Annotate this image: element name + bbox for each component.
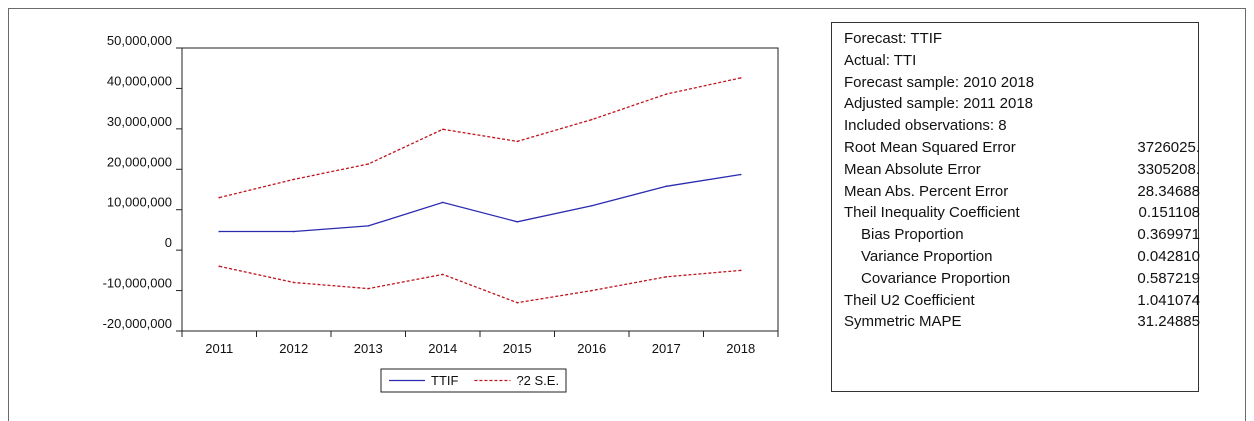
data-point [292, 281, 295, 284]
stat-row: Variance Proportion 0.042810 [844, 246, 1200, 268]
stat-value [1114, 72, 1200, 94]
data-point [739, 269, 742, 272]
series-line-ttif [219, 173, 741, 233]
stat-row: Forecast sample: 2010 2018 [844, 72, 1198, 94]
x-tick-label: 2016 [577, 341, 606, 356]
stat-value [1114, 50, 1200, 72]
stat-label: Forecast sample: 2010 2018 [844, 73, 1035, 91]
y-tick-label: -10,000,000 [103, 276, 172, 291]
stat-row: Covariance Proportion 0.587219 [844, 268, 1200, 290]
forecast-line-chart: 50,000,000 40,000,000 30,000,000 20,000,000… [103, 33, 779, 393]
x-tick-label: 2018 [726, 341, 755, 356]
stat-row: Theil U2 Coefficient 1.041074 [844, 290, 1200, 312]
y-tick-label: 0 [165, 235, 172, 250]
y-tick-label: 40,000,000 [107, 73, 172, 88]
data-point [590, 289, 593, 292]
stat-label: Included observations: 8 [844, 117, 1007, 135]
stat-row: Actual: TTI [844, 50, 1198, 72]
data-point [739, 173, 742, 176]
series-line-upper-2se [219, 77, 741, 199]
stat-label: Bias Proportion [861, 226, 964, 244]
data-point [516, 221, 519, 223]
stat-row: Forecast: TTIF [844, 28, 1198, 50]
stat-label: Actual: TTI [844, 51, 917, 69]
x-tick-label: 2015 [503, 341, 532, 356]
data-point [665, 276, 668, 278]
x-axis-ticks: 2011 2012 2013 2014 2015 2016 2017 2018 [181, 331, 779, 356]
stat-label: Theil Inequality Coefficient [844, 204, 1020, 222]
data-point [367, 225, 370, 227]
stat-value: 0.042810 [1137, 247, 1200, 265]
stat-row: Symmetric MAPE 31.24885 [844, 311, 1200, 333]
data-point [665, 93, 668, 95]
stat-row: Included observations: 8 [844, 115, 1198, 137]
stat-label: Variance Proportion [861, 247, 993, 265]
chart-series [218, 77, 742, 304]
stat-label: Theil U2 Coefficient [844, 291, 975, 309]
stat-row: Root Mean Squared Error 3726025. [844, 137, 1200, 159]
legend-label: ?2 S.E. [516, 373, 559, 388]
data-point [441, 128, 444, 131]
data-point [218, 196, 221, 199]
y-tick-label: 20,000,000 [107, 154, 172, 169]
stat-label: Forecast: TTIF [844, 30, 943, 47]
x-tick-label: 2013 [354, 341, 383, 356]
stat-label: Mean Abs. Percent Error [844, 182, 1009, 200]
stat-value [1114, 28, 1200, 50]
x-tick-label: 2017 [652, 341, 681, 356]
data-point [590, 204, 593, 207]
y-tick-label: 10,000,000 [107, 195, 172, 210]
forecast-statistics-panel: Forecast: TTIF Actual: TTI Forecast sample… [831, 22, 1200, 392]
x-tick-label: 2011 [205, 341, 233, 356]
stat-label: Root Mean Squared Error [844, 138, 1016, 156]
stat-row: Theil Inequality Coefficient 0.151108 [844, 202, 1200, 224]
stat-row: Adjusted sample: 2011 2018 [844, 93, 1198, 115]
y-tick-label: 30,000,000 [107, 114, 172, 129]
data-point [590, 118, 593, 121]
data-point [441, 273, 444, 276]
stat-value: 0.369971 [1137, 226, 1200, 244]
stat-label: Adjusted sample: 2011 2018 [844, 95, 1034, 113]
data-point [739, 77, 742, 79]
data-point [441, 201, 444, 204]
stat-value: 31.24885 [1137, 313, 1200, 331]
data-point [218, 265, 221, 268]
legend-box [380, 368, 567, 393]
series-line-lower-2se [219, 265, 741, 304]
data-point [516, 140, 519, 143]
stat-value [1114, 93, 1200, 115]
stat-value: 3726025. [1137, 138, 1200, 156]
data-point [367, 287, 370, 290]
x-tick-label: 2014 [428, 341, 457, 356]
stat-label: Mean Absolute Error [844, 160, 981, 178]
stat-value [1114, 115, 1200, 137]
stat-row: Bias Proportion 0.369971 [844, 224, 1200, 246]
x-tick-label: 2012 [279, 341, 308, 356]
stat-value: 3305208. [1137, 160, 1200, 178]
y-tick-label: 50,000,000 [107, 33, 172, 48]
stat-value: 1.041074 [1137, 291, 1200, 309]
y-tick-label: -20,000,000 [103, 316, 172, 331]
stat-value: 0.587219 [1137, 269, 1200, 287]
stat-label: Symmetric MAPE [844, 313, 962, 331]
stat-row: Mean Absolute Error 3305208. [844, 159, 1200, 181]
chart-legend: TTIF ?2 S.E. [380, 368, 567, 393]
data-point [516, 301, 519, 304]
data-point [292, 178, 295, 181]
data-point [218, 230, 221, 233]
data-point [665, 185, 668, 188]
legend-label: TTIF [431, 373, 458, 388]
stat-value: 0.151108 [1138, 204, 1200, 222]
stat-row: Mean Abs. Percent Error 28.34688 [844, 181, 1200, 203]
figure-frame [8, 8, 1246, 421]
stat-value: 28.34688 [1137, 182, 1200, 200]
data-point [292, 230, 295, 233]
data-point [367, 163, 370, 165]
y-axis-ticks: 50,000,000 40,000,000 30,000,000 20,000,000… [103, 33, 182, 332]
stat-label: Covariance Proportion [861, 269, 1011, 287]
